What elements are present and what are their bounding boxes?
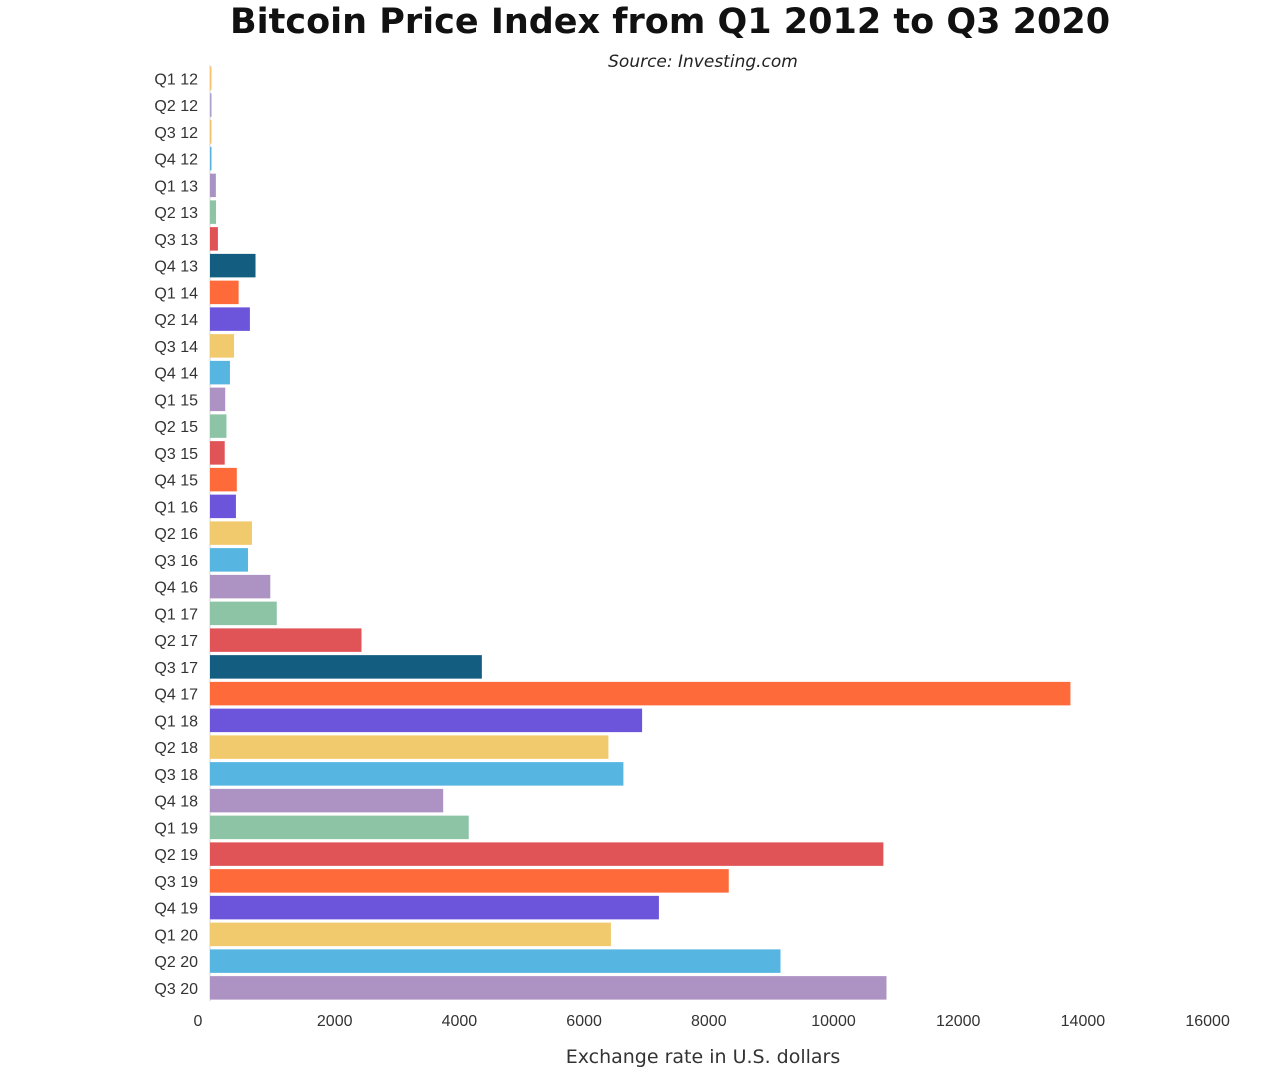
category-label: Q3 12 — [154, 125, 198, 142]
x-tick-label: 2000 — [317, 1013, 353, 1030]
bar-q4-18 — [210, 788, 444, 813]
category-label: Q4 13 — [154, 259, 198, 276]
category-label: Q1 14 — [154, 285, 198, 302]
bar-q3-19 — [210, 869, 729, 893]
category-label: Q3 18 — [154, 767, 198, 784]
category-label: Q3 13 — [154, 232, 198, 249]
bar-q1-18 — [210, 708, 643, 733]
bar-q1-13 — [210, 173, 216, 198]
category-label: Q1 20 — [154, 927, 198, 944]
bar-q3-17 — [210, 655, 482, 679]
bar-q1-20 — [210, 922, 611, 947]
category-label: Q3 17 — [154, 660, 198, 677]
bar-q3-18 — [210, 762, 624, 786]
category-label: Q2 13 — [154, 205, 198, 222]
bar-q4-15 — [210, 467, 237, 492]
bar-q3-16 — [210, 548, 248, 572]
x-tick-label: 4000 — [442, 1013, 478, 1030]
category-label: Q4 16 — [154, 580, 198, 597]
chart-subtitle: Source: Investing.com — [608, 52, 798, 72]
category-label: Q2 16 — [154, 526, 198, 543]
category-label: Q2 15 — [154, 419, 198, 436]
x-tick-label: 12000 — [936, 1013, 981, 1030]
category-label: Q1 17 — [154, 606, 198, 623]
bar-q4-16 — [210, 574, 271, 599]
bar-q1-14 — [210, 280, 239, 305]
bar-q4-17 — [210, 681, 1071, 706]
category-label: Q1 12 — [154, 71, 198, 88]
category-label: Q2 12 — [154, 98, 198, 115]
x-tick-label: 0 — [194, 1013, 203, 1030]
category-label: Q3 19 — [154, 874, 198, 891]
bar-q3-14 — [210, 334, 235, 358]
bar-q2-13 — [210, 200, 217, 224]
bar-q2-20 — [210, 949, 781, 973]
category-label: Q1 15 — [154, 392, 198, 409]
category-label: Q2 18 — [154, 740, 198, 757]
x-axis-label: Exchange rate in U.S. dollars — [565, 1046, 841, 1068]
bar-q2-14 — [210, 307, 250, 331]
bar-q2-17 — [210, 628, 362, 652]
bar-q3-15 — [210, 441, 225, 465]
category-labels: Q1 12 Q2 12 Q3 12 Q4 12 Q1 13 Q2 13 Q3 13 Q4 13… — [154, 71, 198, 998]
category-label: Q1 18 — [154, 713, 198, 730]
category-label: Q3 15 — [154, 446, 198, 463]
bar-q4-14 — [210, 360, 230, 385]
chart-title: Bitcoin Price Index from Q1 2012 to Q3 2… — [229, 2, 1111, 42]
category-label: Q4 15 — [154, 473, 198, 490]
category-label: Q4 19 — [154, 901, 198, 918]
bar-q3-13 — [210, 227, 218, 251]
category-label: Q4 14 — [154, 366, 198, 383]
category-label: Q2 14 — [154, 312, 198, 329]
bar-q2-19 — [210, 842, 884, 866]
category-label: Q1 13 — [154, 178, 198, 195]
bar-q1-15 — [210, 387, 226, 412]
bar-q2-18 — [210, 735, 609, 759]
bar-q2-15 — [210, 414, 227, 438]
bar-q4-13 — [210, 253, 256, 278]
bar-q3-20 — [210, 976, 887, 1000]
bars — [210, 66, 1071, 1000]
bar-q1-17 — [210, 601, 277, 626]
category-label: Q2 17 — [154, 633, 198, 650]
x-tick-label: 8000 — [691, 1013, 727, 1030]
category-label: Q3 16 — [154, 553, 198, 570]
bar-q3-12 — [210, 120, 212, 144]
x-tick-label: 6000 — [566, 1013, 602, 1030]
category-label: Q4 12 — [154, 152, 198, 169]
bar-q4-19 — [210, 895, 659, 920]
bar-q2-12 — [210, 93, 212, 117]
x-tick-labels: 0 2000 4000 6000 8000 10000 12000 14000 16000 — [194, 1013, 1230, 1030]
bar-q1-19 — [210, 815, 469, 840]
bar-q1-16 — [210, 494, 236, 519]
x-tick-label: 16000 — [1185, 1013, 1230, 1030]
category-label: Q1 16 — [154, 499, 198, 516]
category-label: Q4 18 — [154, 794, 198, 811]
category-label: Q1 19 — [154, 820, 198, 837]
bar-q4-12 — [210, 146, 212, 171]
x-tick-label: 14000 — [1061, 1013, 1106, 1030]
category-label: Q2 20 — [154, 954, 198, 971]
bar-q2-16 — [210, 521, 252, 545]
x-tick-label: 10000 — [811, 1013, 856, 1030]
bar-q1-12 — [210, 66, 212, 91]
category-label: Q4 17 — [154, 687, 198, 704]
category-label: Q3 20 — [154, 981, 198, 998]
category-label: Q2 19 — [154, 847, 198, 864]
category-label: Q3 14 — [154, 339, 198, 356]
